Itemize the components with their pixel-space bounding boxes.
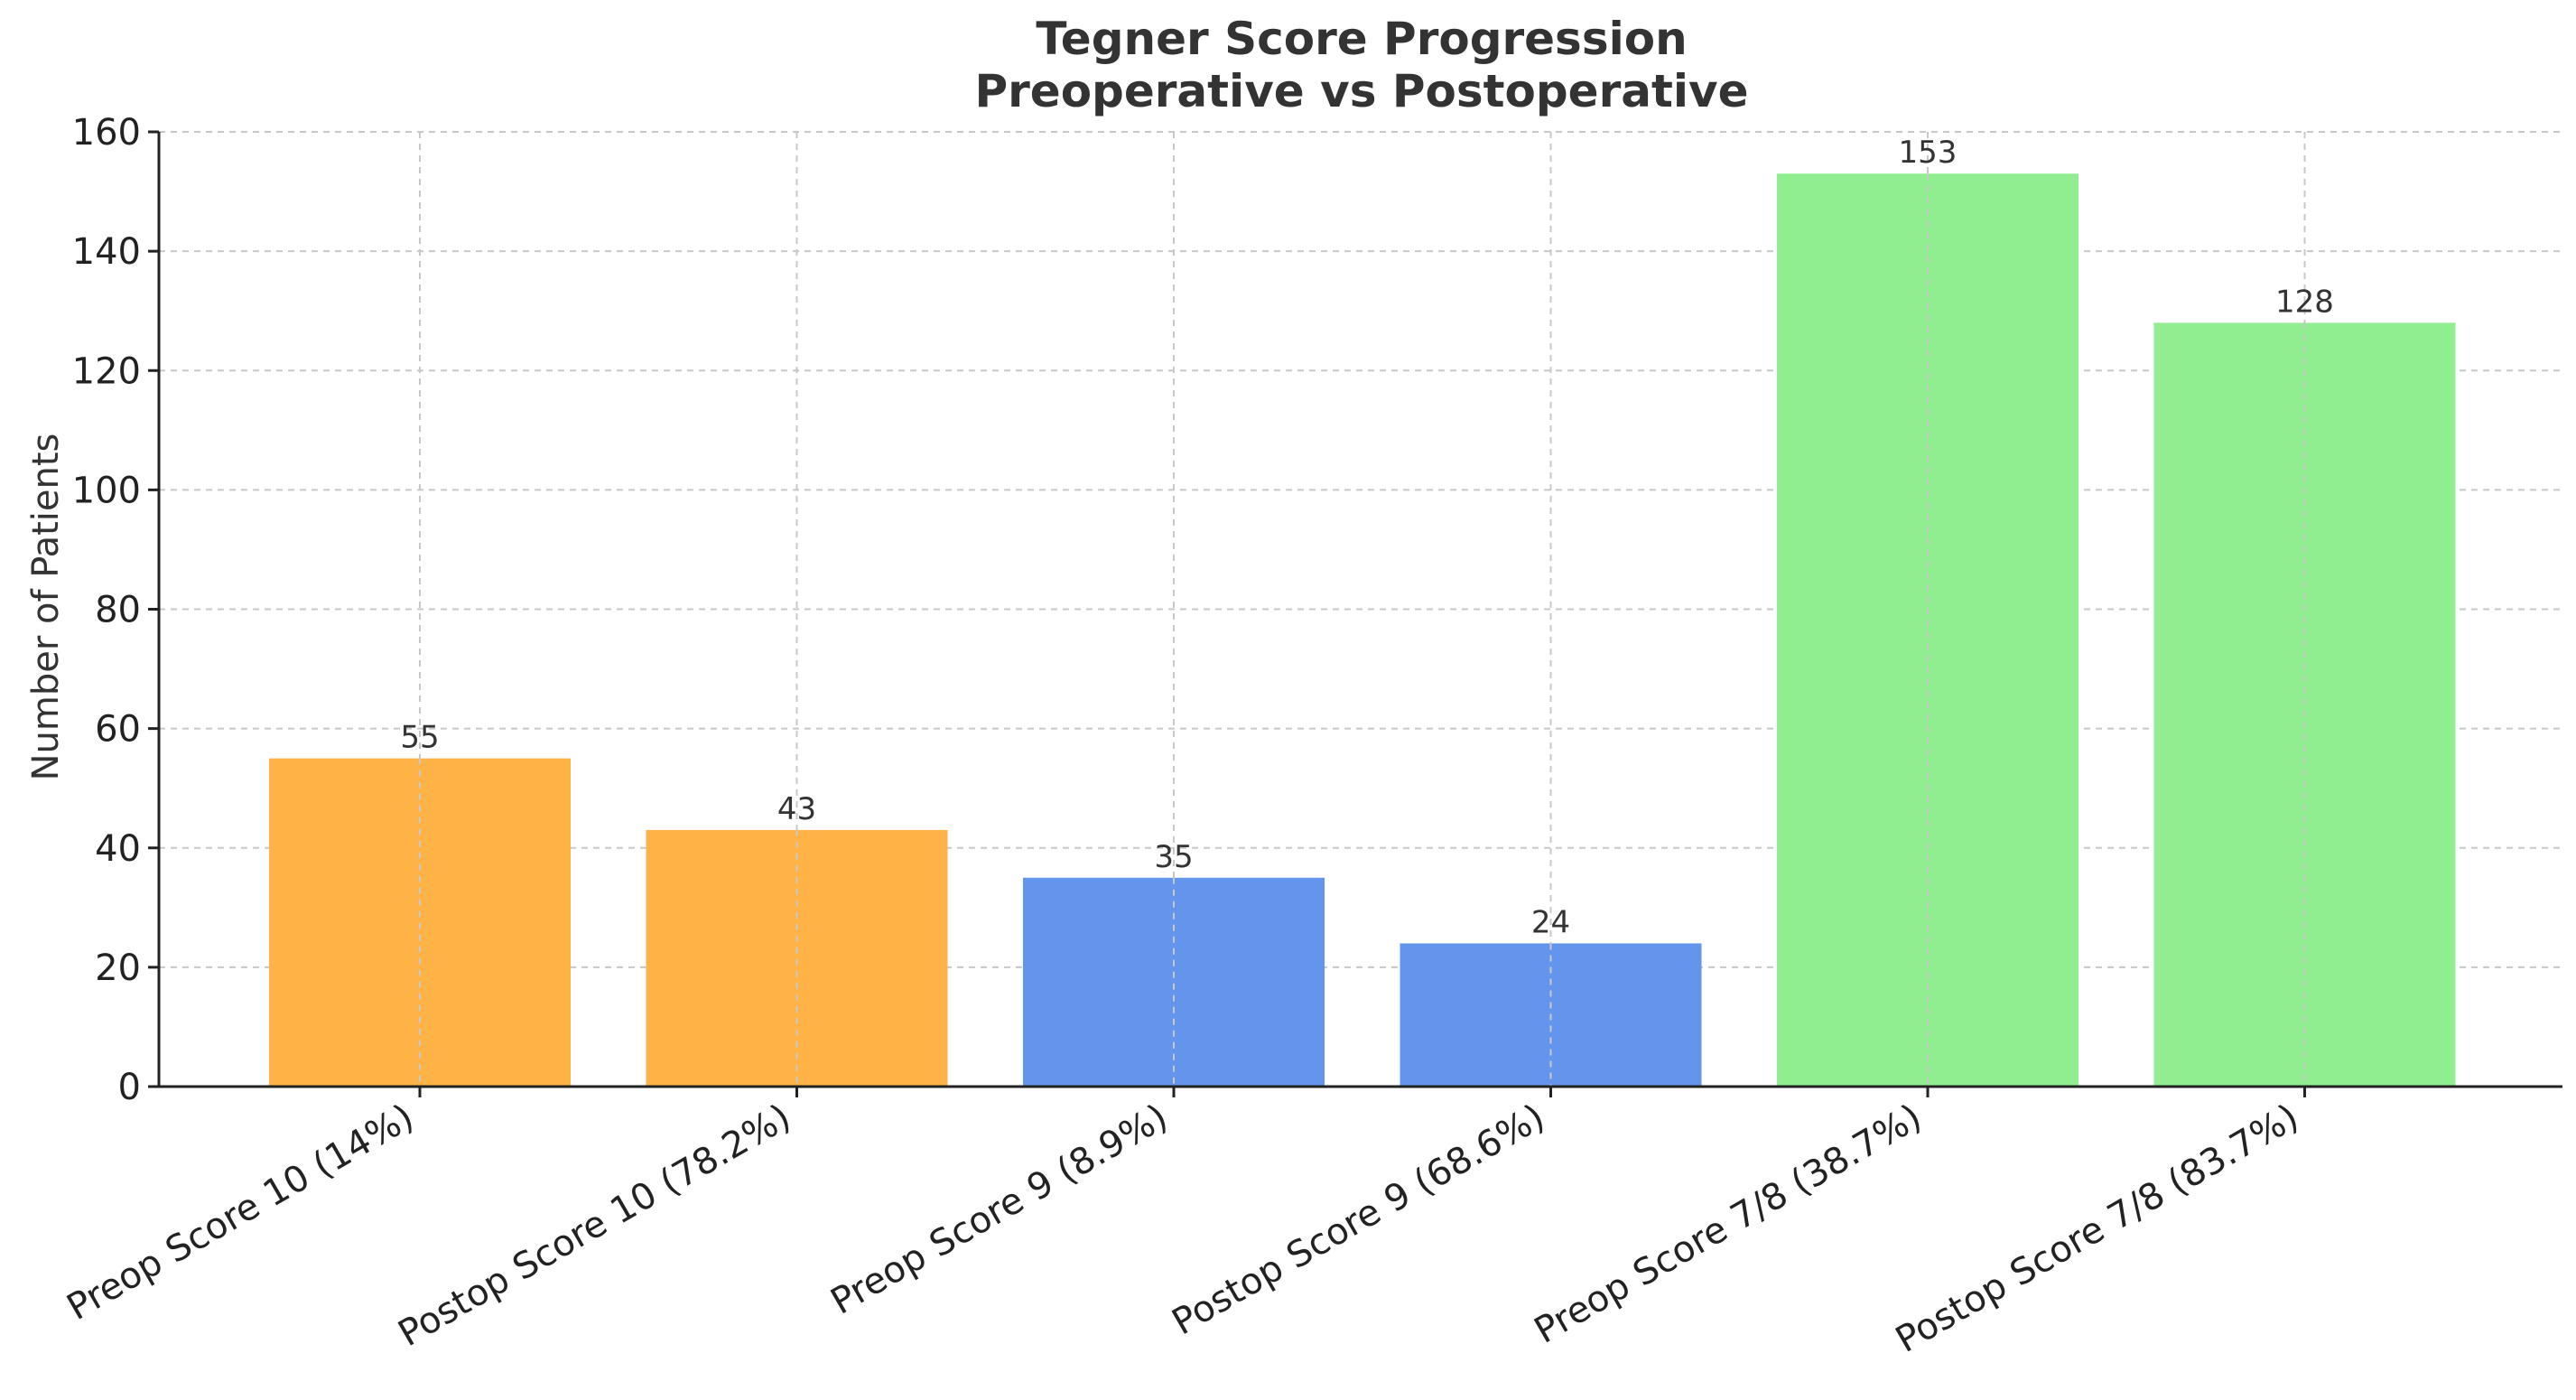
y-tick-label: 140 [72,231,141,273]
bar-value-label: 35 [1154,839,1193,875]
bar [1023,877,1325,1087]
chart-subtitle: Preoperative vs Postoperative [974,65,1748,117]
y-tick-label: 80 [95,590,141,631]
bar-value-label: 55 [400,720,439,756]
chart-title: Tegner Score Progression [1036,13,1687,65]
category-label: Preop Score 10 (14%) [60,1097,421,1329]
y-tick-label: 120 [72,350,141,392]
bar-value-label: 153 [1899,135,1958,171]
category-label: Postop Score 9 (68.6%) [1166,1097,1552,1344]
category-label: Preop Score 9 (8.9%) [824,1097,1175,1323]
bars [269,173,2456,1087]
y-tick-label: 20 [95,947,141,989]
y-tick-label: 60 [95,709,141,751]
axes [148,130,2562,1097]
y-tick-label: 160 [72,112,141,154]
category-label: Postop Score 10 (78.2%) [392,1097,798,1355]
bar-value-label: 128 [2275,284,2334,320]
category-label: Postop Score 7/8 (83.7%) [1889,1097,2306,1361]
y-axis-label: Number of Patients [25,434,67,781]
bar [1777,173,2078,1087]
bar-value-label: 24 [1531,904,1570,940]
y-tick-label: 100 [72,470,141,511]
category-label: Preop Score 7/8 (38.7%) [1528,1097,1929,1352]
bar-value-label: 43 [777,791,816,827]
y-tick-label: 40 [95,828,141,870]
y-tick-label: 0 [118,1067,141,1108]
